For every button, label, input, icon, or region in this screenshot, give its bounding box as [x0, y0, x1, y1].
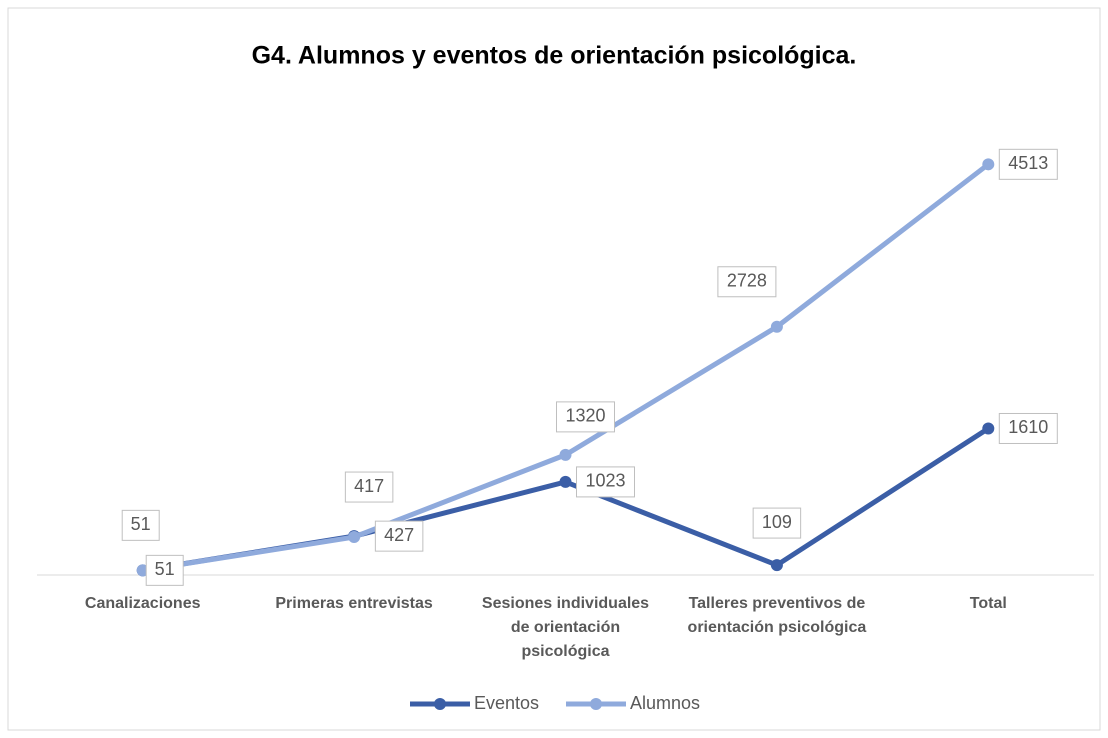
legend-label: Alumnos: [630, 693, 700, 713]
legend-marker: [590, 698, 602, 710]
data-label: 427: [374, 520, 424, 552]
marker: [770, 320, 783, 333]
data-label-box: [752, 507, 802, 539]
x-tick-label: Canalizaciones: [85, 595, 201, 612]
data-label-box: [998, 148, 1058, 180]
data-label-text: 51: [155, 559, 175, 579]
data-label: 51: [121, 509, 160, 541]
data-label: 109: [752, 507, 802, 539]
data-label-box: [576, 466, 635, 498]
data-label-box: [998, 412, 1058, 444]
data-label-box: [121, 509, 160, 541]
data-label: 4513: [998, 148, 1058, 180]
data-label: 1023: [576, 466, 635, 498]
data-label-text: 1023: [585, 471, 625, 491]
data-label-text: 51: [131, 514, 151, 534]
data-label-text: 109: [762, 512, 792, 532]
data-label: 1320: [556, 401, 615, 433]
marker: [982, 422, 995, 435]
marker: [770, 559, 783, 572]
data-label-box: [374, 520, 424, 552]
data-label: 417: [344, 471, 394, 503]
data-label: 2728: [717, 266, 777, 298]
chart-title: G4. Alumnos y eventos de orientación psi…: [252, 42, 857, 70]
data-label: 1610: [998, 412, 1058, 444]
data-label: 51: [145, 554, 184, 586]
data-label-text: 1320: [565, 406, 605, 426]
x-tick-label: Primeras entrevistas: [275, 595, 433, 612]
marker: [982, 158, 995, 171]
data-label-box: [344, 471, 394, 503]
data-label-text: 417: [354, 476, 384, 496]
x-tick-label: Total: [970, 595, 1007, 612]
chart-border: [7, 7, 1101, 731]
marker: [559, 475, 572, 488]
data-label-box: [717, 266, 777, 298]
data-label-box: [556, 401, 615, 433]
data-label-box: [145, 554, 184, 586]
data-label-text: 427: [384, 525, 414, 545]
data-label-text: 2728: [727, 271, 767, 291]
legend-label: Eventos: [474, 693, 539, 713]
x-tick-label: Talleres preventivos de orientación psico…: [688, 595, 867, 636]
legend-marker: [434, 698, 446, 710]
data-label-text: 1610: [1008, 417, 1048, 437]
data-label-text: 4513: [1008, 153, 1048, 173]
marker: [559, 448, 572, 461]
x-tick-label: Sesiones individuales de orientación psico…: [482, 595, 649, 660]
marker: [348, 531, 361, 544]
